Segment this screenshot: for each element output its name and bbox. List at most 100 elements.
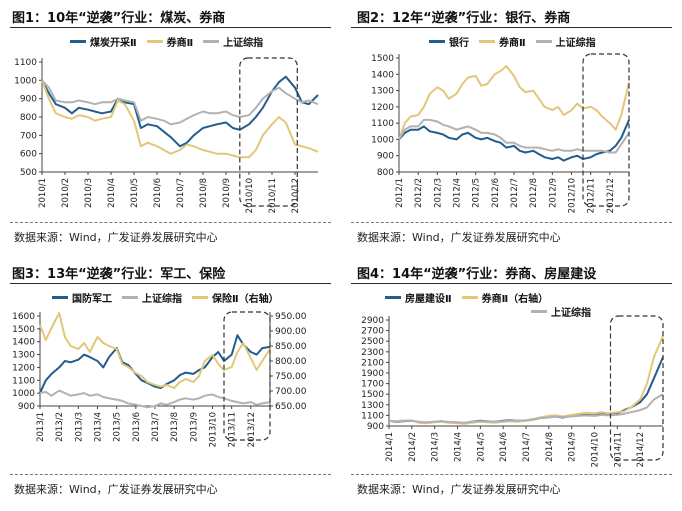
x-tick-label: 2010/12 — [291, 178, 301, 213]
x-tick-label: 2013/2 — [55, 412, 65, 442]
x-tick-label: 2014/9 — [568, 432, 578, 462]
x-tick-label: 2013/11 — [228, 412, 238, 447]
legend-item: 上证综指 — [531, 304, 591, 319]
legend-swatch — [479, 40, 495, 43]
x-tick-label: 2010/7 — [176, 178, 186, 208]
chart-panel-1: 图1：10年“逆袭”行业：煤炭、券商 煤炭开采Ⅱ 券商Ⅱ 上证综指 500 600… — [0, 0, 341, 255]
y-tick-label: 700 — [20, 131, 37, 141]
data-source-note: 数据来源：Wind，广发证券发展研究中心 — [14, 231, 218, 244]
y-tick-label: 900 — [18, 402, 35, 412]
legend-label: 银行 — [449, 38, 469, 49]
series-line-3 — [388, 393, 664, 424]
y-tick-label: 1500 — [361, 390, 384, 400]
x-tick-label: 2013/6 — [132, 412, 142, 442]
legend-swatch — [70, 40, 86, 43]
y-tick-label: 800 — [377, 168, 394, 178]
legend-item: 券商Ⅱ — [146, 34, 194, 49]
chart-legend: 房屋建设Ⅱ 券商Ⅱ（右轴） — [385, 290, 548, 305]
y-tick-label: 600 — [20, 150, 37, 160]
y-tick-label: 1300 — [12, 351, 35, 361]
x-tick-label: 2010/1 — [38, 178, 48, 208]
series-line-2 — [388, 335, 664, 425]
legend-item: 国防军工 — [52, 290, 112, 305]
y-tick-label: 1000 — [12, 389, 35, 399]
y-tick-label: 1900 — [361, 369, 384, 379]
line-chart: 900 1000 1100 1200 1300 1400 1500 1600 650.00 700… — [12, 311, 307, 447]
x-tick-label: 2013/8 — [170, 412, 180, 442]
chart-panel-3: 图3：13年“逆袭”行业：军工、保险 国防军工 上证综指 保险Ⅱ（右轴） 900… — [0, 256, 341, 511]
y-tick-label: 1600 — [12, 312, 35, 322]
line-chart: 800 900 1000 1100 1200 1300 1400 1500 2012/1 2012… — [371, 53, 630, 213]
chart-title: 图1：10年“逆袭”行业：煤炭、券商 — [12, 11, 226, 26]
y-tick-label: 1200 — [12, 363, 35, 373]
x-tick-label: 2013/4 — [94, 412, 104, 442]
x-tick-label: 2010/3 — [84, 178, 94, 208]
x-tick-label: 2010/9 — [222, 178, 232, 208]
y-tick-label: 1100 — [14, 58, 37, 68]
source-divider — [351, 474, 672, 475]
x-tick-label: 2010/5 — [130, 178, 140, 208]
source-divider — [10, 474, 331, 475]
x-tick-label: 2010/2 — [61, 178, 71, 208]
series-line-2 — [39, 389, 271, 409]
legend-item: 券商Ⅱ（右轴） — [461, 290, 549, 305]
y-tick-label: 1300 — [361, 401, 384, 411]
y-tick-label: 2900 — [361, 316, 384, 326]
y-tick-label: 2700 — [361, 327, 384, 337]
x-tick-label: 2012/8 — [529, 178, 539, 208]
y-tick-label: 1500 — [371, 54, 394, 64]
y-tick-label: 1700 — [361, 380, 384, 390]
y-tick-label: 1300 — [371, 87, 394, 97]
legend-swatch — [385, 296, 401, 299]
y-tick-label: 900 — [367, 422, 384, 432]
legend-item: 保险Ⅱ（右轴） — [192, 290, 279, 305]
legend-swatch — [429, 40, 445, 43]
y-tick-label: 900 — [20, 95, 37, 105]
x-tick-label: 2012/2 — [414, 178, 424, 208]
y-tick-label: 800 — [20, 113, 37, 123]
legend-label: 券商Ⅱ — [166, 38, 194, 49]
title-divider — [351, 283, 672, 284]
source-divider — [10, 222, 331, 223]
series-line-3 — [41, 79, 319, 126]
y-tick-label: 1400 — [371, 70, 394, 80]
x-tick-label: 2013/5 — [113, 412, 123, 442]
x-tick-label: 2012/12 — [606, 178, 616, 213]
y-tick-label: 2100 — [361, 358, 384, 368]
x-tick-label: 2010/10 — [245, 178, 255, 213]
y-tick-label: 2500 — [361, 337, 384, 347]
legend-item: 上证综指 — [122, 290, 182, 305]
legend-label: 券商Ⅱ — [499, 38, 526, 49]
chart-legend-row2: 上证综指 — [531, 304, 591, 319]
y2-tick-label: 700.00 — [275, 387, 307, 397]
legend-swatch — [52, 296, 68, 299]
line-chart: 500 600 700 800 900 1000 1100 2010/1 2010/2 2010/… — [14, 57, 319, 213]
series-line-3 — [398, 118, 630, 154]
x-tick-label: 2012/4 — [453, 178, 463, 208]
x-tick-label: 2014/10 — [591, 432, 601, 467]
y-tick-label: 1000 — [14, 76, 37, 86]
x-tick-label: 2012/11 — [587, 178, 597, 213]
y2-tick-label: 950.00 — [275, 312, 307, 322]
chart-legend: 国防军工 上证综指 保险Ⅱ（右轴） — [52, 290, 279, 305]
legend-item: 上证综指 — [535, 34, 596, 49]
x-tick-label: 2013/9 — [189, 412, 199, 442]
legend-label: 上证综指 — [142, 294, 182, 305]
legend-swatch — [535, 40, 552, 43]
series-line-3 — [39, 312, 271, 389]
legend-label: 国防军工 — [72, 294, 112, 305]
x-tick-label: 2014/4 — [454, 432, 464, 462]
x-tick-label: 2014/6 — [499, 432, 509, 462]
highlight-box — [609, 315, 664, 461]
data-source-note: 数据来源：Wind，广发证券发展研究中心 — [357, 231, 561, 244]
legend-label: 券商Ⅱ（右轴） — [481, 294, 549, 305]
legend-swatch — [461, 296, 478, 299]
legend-label: 上证综指 — [223, 38, 264, 49]
y2-tick-label: 750.00 — [275, 372, 307, 382]
data-source-note: 数据来源：Wind，广发证券发展研究中心 — [357, 483, 561, 496]
series-line-1 — [39, 334, 271, 394]
x-tick-label: 2012/10 — [568, 178, 578, 213]
x-tick-label: 2014/3 — [431, 432, 441, 462]
x-tick-label: 2014/7 — [522, 432, 532, 462]
x-tick-label: 2012/9 — [548, 178, 558, 208]
